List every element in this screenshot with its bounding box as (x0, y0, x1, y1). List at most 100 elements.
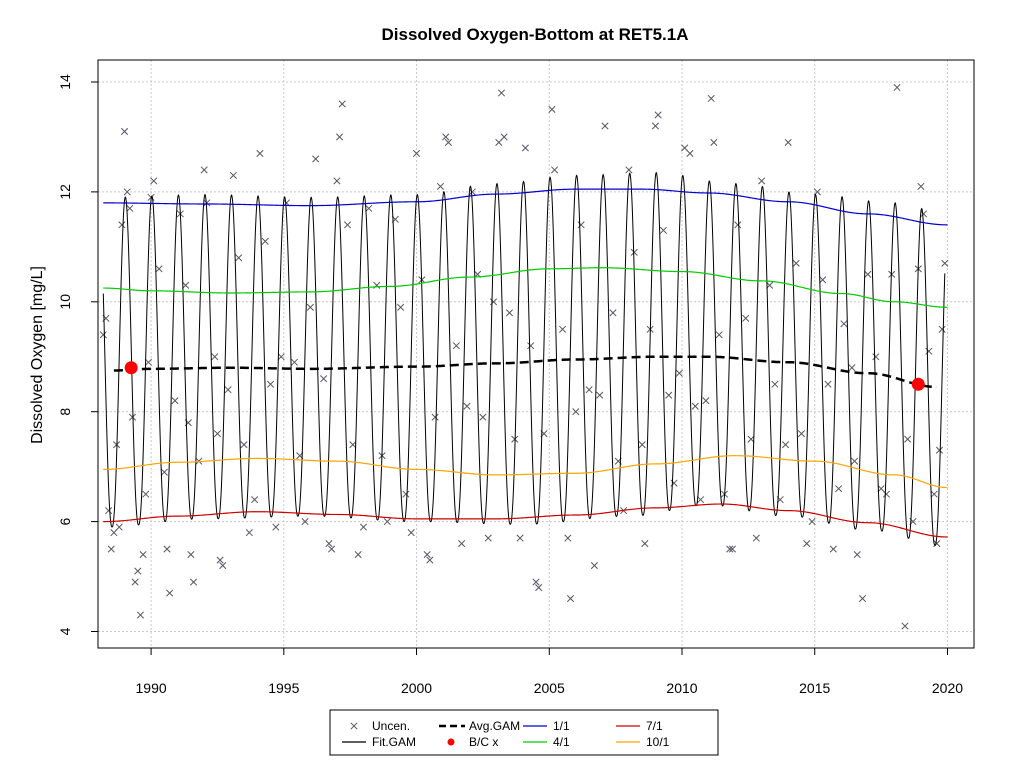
uncen-point (277, 353, 285, 361)
uncen-point (803, 540, 811, 548)
uncen-point (840, 320, 848, 328)
uncen-point (383, 518, 391, 526)
legend-item-bc: B/C x (447, 735, 498, 749)
uncen-point (771, 380, 779, 388)
uncen-point (203, 199, 211, 207)
uncen-point (920, 210, 928, 218)
plot-frame (97, 59, 975, 649)
uncen-point (651, 122, 660, 130)
uncen-point (131, 578, 139, 586)
uncen-point (266, 380, 275, 388)
uncen-point (325, 540, 333, 548)
uncen-point (532, 578, 540, 586)
uncen-point (551, 166, 559, 174)
legend-label: B/C x (469, 735, 498, 749)
uncen-point (781, 441, 790, 449)
uncen-point (901, 622, 909, 630)
uncen-point (118, 221, 126, 229)
uncen-point (697, 496, 705, 504)
uncen-point (548, 105, 556, 114)
uncen-point (489, 298, 498, 306)
uncen-point (458, 540, 466, 548)
uncen-point (144, 358, 152, 366)
legend-dot-icon (447, 738, 455, 746)
uncen-point (872, 353, 880, 361)
uncen-point (354, 551, 362, 559)
uncen-point (505, 309, 514, 317)
uncen-point (808, 518, 816, 526)
uncen-point (452, 342, 460, 350)
fit-gam-layer (102, 171, 946, 546)
legend-box (329, 709, 719, 756)
uncen-point (813, 188, 821, 196)
uncen-point (373, 281, 381, 289)
legend-item-p7: 7/1 (616, 719, 663, 733)
uncen-point (251, 496, 259, 504)
uncen-point (240, 441, 248, 449)
y-axis-label: Dissolved Oxygen [mg/L] (29, 266, 46, 444)
uncen-point (930, 490, 938, 498)
uncen-point (521, 144, 529, 152)
uncen-point (558, 325, 567, 333)
uncen-point (715, 331, 723, 339)
uncen-point (107, 545, 115, 553)
y-tick-label: 4 (57, 627, 73, 635)
uncen-point (495, 138, 503, 146)
legend-label: 7/1 (646, 719, 663, 733)
uncen-point (301, 518, 309, 526)
uncen-point (229, 171, 237, 179)
uncen-point (397, 303, 405, 311)
uncen-point (224, 386, 232, 394)
uncen-point (343, 221, 352, 229)
uncen-point (444, 138, 452, 146)
uncen-point (864, 270, 872, 278)
uncen-point (681, 144, 689, 152)
uncen-point (893, 83, 901, 92)
y-tick-label: 14 (57, 74, 73, 90)
uncen-point (359, 523, 368, 531)
uncen-point (338, 100, 346, 108)
legend-x-icon (350, 722, 358, 730)
uncen-point (527, 342, 535, 350)
uncen-point (436, 182, 444, 190)
uncen-point (134, 567, 142, 575)
uncen-point (200, 166, 208, 174)
legend-label: 1/1 (553, 719, 570, 733)
legend-label: Avg.GAM (469, 719, 520, 733)
uncen-point (216, 556, 224, 564)
grid (98, 60, 974, 648)
series-line-10-1 (103, 455, 948, 489)
bc-point (911, 377, 925, 391)
bc-points (124, 361, 925, 391)
uncen-point (675, 369, 683, 377)
uncen-point (917, 182, 925, 190)
uncen-point (742, 314, 750, 322)
uncen-point (306, 303, 314, 311)
uncen-point (312, 155, 320, 163)
uncen-point (752, 534, 760, 542)
uncen-point (590, 562, 598, 570)
legend-label: Fit.GAM (372, 735, 416, 749)
uncen-point (848, 364, 856, 372)
uncen-point (535, 583, 543, 592)
fit-gam-line (102, 171, 946, 546)
legend-label: 10/1 (646, 735, 670, 749)
uncen-point (256, 149, 264, 157)
uncen-point (155, 265, 163, 273)
uncen-point (412, 149, 421, 157)
x-tick-label: 1995 (268, 680, 299, 696)
uncen-point (577, 221, 585, 229)
uncen-point (601, 122, 609, 130)
uncen-point (150, 177, 158, 185)
series-line-4-1 (103, 267, 948, 308)
x-tick-label: 2000 (401, 680, 432, 696)
uncen-point (190, 578, 198, 586)
legend: Uncen. Fit.GAM Avg.GAM B/C x 1/1 4/1 7/1 10/1 (329, 709, 719, 756)
uncen-point (320, 375, 328, 383)
x-tick-label: 2010 (666, 680, 697, 696)
legend-label: Uncen. (372, 719, 410, 733)
uncen-point (115, 523, 123, 531)
x-tick-label: 2005 (534, 680, 565, 696)
uncen-point (797, 430, 806, 438)
axes: 1990 1995 2000 2005 2010 2015 2020 4 6 8 10 12 14 (57, 74, 963, 696)
